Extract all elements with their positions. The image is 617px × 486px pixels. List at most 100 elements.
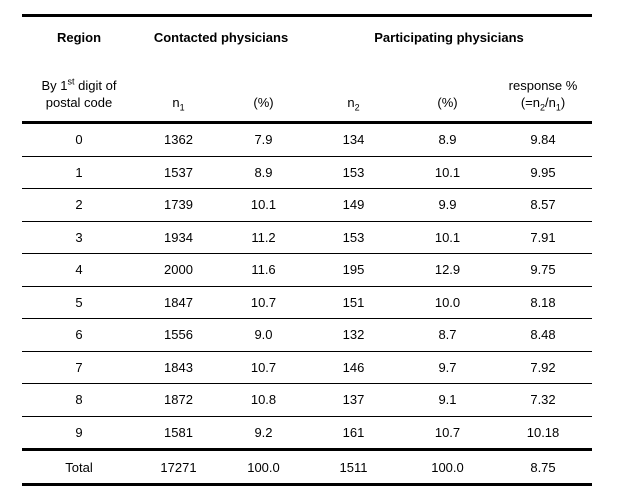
response-pct-cell: 7.91 (494, 221, 593, 254)
region-cell: 7 (22, 351, 136, 384)
col-subheader-n2: n2 (306, 53, 401, 124)
col-subheader-postal-code: By 1st digit of postal code (22, 53, 136, 124)
region-cell: 3 (22, 221, 136, 254)
n2-pct-cell: 12.9 (401, 253, 494, 287)
response-pct-cell: 9.75 (494, 253, 593, 287)
col-header-participating-physicians: Participating physicians (374, 29, 524, 45)
n2-cell: 132 (306, 318, 401, 352)
region-cell: 4 (22, 253, 136, 287)
physician-response-table: Region Contacted physicians Participatin… (22, 14, 593, 486)
n1-cell: 1581 (136, 416, 221, 450)
total-label-cell: Total (22, 448, 136, 485)
n2-cell: 149 (306, 188, 401, 222)
table-row: 6 1556 9.0 132 8.7 8.48 (22, 318, 593, 352)
n1-pct-cell: 11.6 (221, 253, 306, 287)
total-n2-cell: 1511 (306, 448, 401, 485)
table-row: 5 1847 10.7 151 10.0 8.18 (22, 286, 593, 319)
n2-cell: 153 (306, 156, 401, 189)
col-subheader-n1: n1 (136, 53, 221, 124)
table-row: 3 1934 11.2 153 10.1 7.91 (22, 221, 593, 254)
region-cell: 0 (22, 122, 136, 157)
table-header: Region Contacted physicians Participatin… (22, 16, 593, 124)
region-cell: 6 (22, 318, 136, 352)
n1-pct-cell: 10.8 (221, 383, 306, 417)
col-header-region: Region (56, 29, 102, 45)
n1-cell: 1556 (136, 318, 221, 352)
n2-cell: 161 (306, 416, 401, 450)
col-subheader-contacted-pct: (%) (221, 53, 306, 124)
n1-cell: 1934 (136, 221, 221, 254)
n2-cell: 153 (306, 221, 401, 254)
subscript-1: 1 (179, 102, 185, 113)
response-pct-cell: 9.95 (494, 156, 593, 189)
col-subheader-response-pct: response % (=n2/n1) (494, 53, 593, 124)
n1-pct-cell: 8.9 (221, 156, 306, 189)
n2-cell: 146 (306, 351, 401, 384)
n1-cell: 1362 (136, 122, 221, 157)
n1-pct-cell: 11.2 (221, 221, 306, 254)
table-body: 0 1362 7.9 134 8.9 9.84 1 1537 8.9 153 10.1 9.95 2 17… (22, 122, 593, 450)
n2-cell: 137 (306, 383, 401, 417)
n2-pct-cell: 9.9 (401, 188, 494, 222)
n2-pct-cell: 10.0 (401, 286, 494, 319)
col-subheader-participating-pct: (%) (401, 53, 494, 124)
region-cell: 1 (22, 156, 136, 189)
region-cell: 9 (22, 416, 136, 450)
table-row: 1 1537 8.9 153 10.1 9.95 (22, 156, 593, 189)
n2-cell: 195 (306, 253, 401, 287)
n2-pct-cell: 9.7 (401, 351, 494, 384)
table-row: 2 1739 10.1 149 9.9 8.57 (22, 188, 593, 222)
postal-code-label-line1: By 1st digit of (41, 76, 117, 93)
total-n1-cell: 17271 (136, 448, 221, 485)
n1-pct-cell: 9.0 (221, 318, 306, 352)
n1-pct-cell: 7.9 (221, 122, 306, 157)
n1-cell: 1847 (136, 286, 221, 319)
n1-cell: 2000 (136, 253, 221, 287)
n2-pct-cell: 8.9 (401, 122, 494, 157)
n1-pct-cell: 10.7 (221, 351, 306, 384)
response-pct-cell: 8.18 (494, 286, 593, 319)
table-row: 7 1843 10.7 146 9.7 7.92 (22, 351, 593, 384)
n1-cell: 1872 (136, 383, 221, 417)
total-n2-pct-cell: 100.0 (401, 448, 494, 485)
table-row: 0 1362 7.9 134 8.9 9.84 (22, 122, 593, 157)
document-page: Region Contacted physicians Participatin… (22, 14, 593, 486)
total-n1-pct-cell: 100.0 (221, 448, 306, 485)
n2-pct-cell: 10.1 (401, 221, 494, 254)
col-header-contacted-physicians: Contacted physicians (153, 29, 289, 45)
sub-header-row: By 1st digit of postal code n1 (%) n2 (%)… (22, 53, 593, 124)
group-header-row: Region Contacted physicians Participatin… (22, 16, 592, 54)
response-pct-cell: 7.92 (494, 351, 593, 384)
table-row: 9 1581 9.2 161 10.7 10.18 (22, 416, 593, 450)
superscript-st: st (67, 76, 75, 87)
n2-cell: 134 (306, 122, 401, 157)
n2-pct-cell: 10.1 (401, 156, 494, 189)
n2-pct-cell: 8.7 (401, 318, 494, 352)
n1-cell: 1537 (136, 156, 221, 189)
response-pct-cell: 7.32 (494, 383, 593, 417)
response-pct-cell: 9.84 (494, 122, 593, 157)
table-row: 8 1872 10.8 137 9.1 7.32 (22, 383, 593, 417)
postal-code-label-line2: postal code (45, 95, 113, 110)
n2-cell: 151 (306, 286, 401, 319)
n1-cell: 1843 (136, 351, 221, 384)
n2-pct-cell: 9.1 (401, 383, 494, 417)
table-footer: Total 17271 100.0 1511 100.0 8.75 (22, 448, 593, 485)
response-pct-cell: 8.48 (494, 318, 593, 352)
response-pct-formula: (=n2/n1) (520, 95, 566, 113)
n1-cell: 1739 (136, 188, 221, 222)
n1-pct-cell: 10.1 (221, 188, 306, 222)
response-pct-cell: 10.18 (494, 416, 593, 450)
response-pct-cell: 8.57 (494, 188, 593, 222)
table-row: 4 2000 11.6 195 12.9 9.75 (22, 253, 593, 287)
total-row: Total 17271 100.0 1511 100.0 8.75 (22, 448, 593, 485)
region-cell: 5 (22, 286, 136, 319)
region-cell: 8 (22, 383, 136, 417)
n1-pct-cell: 9.2 (221, 416, 306, 450)
n2-pct-cell: 10.7 (401, 416, 494, 450)
subscript-2: 2 (354, 102, 360, 113)
response-pct-label-line1: response % (508, 78, 578, 93)
total-response-pct-cell: 8.75 (494, 448, 593, 485)
n1-pct-cell: 10.7 (221, 286, 306, 319)
region-cell: 2 (22, 188, 136, 222)
